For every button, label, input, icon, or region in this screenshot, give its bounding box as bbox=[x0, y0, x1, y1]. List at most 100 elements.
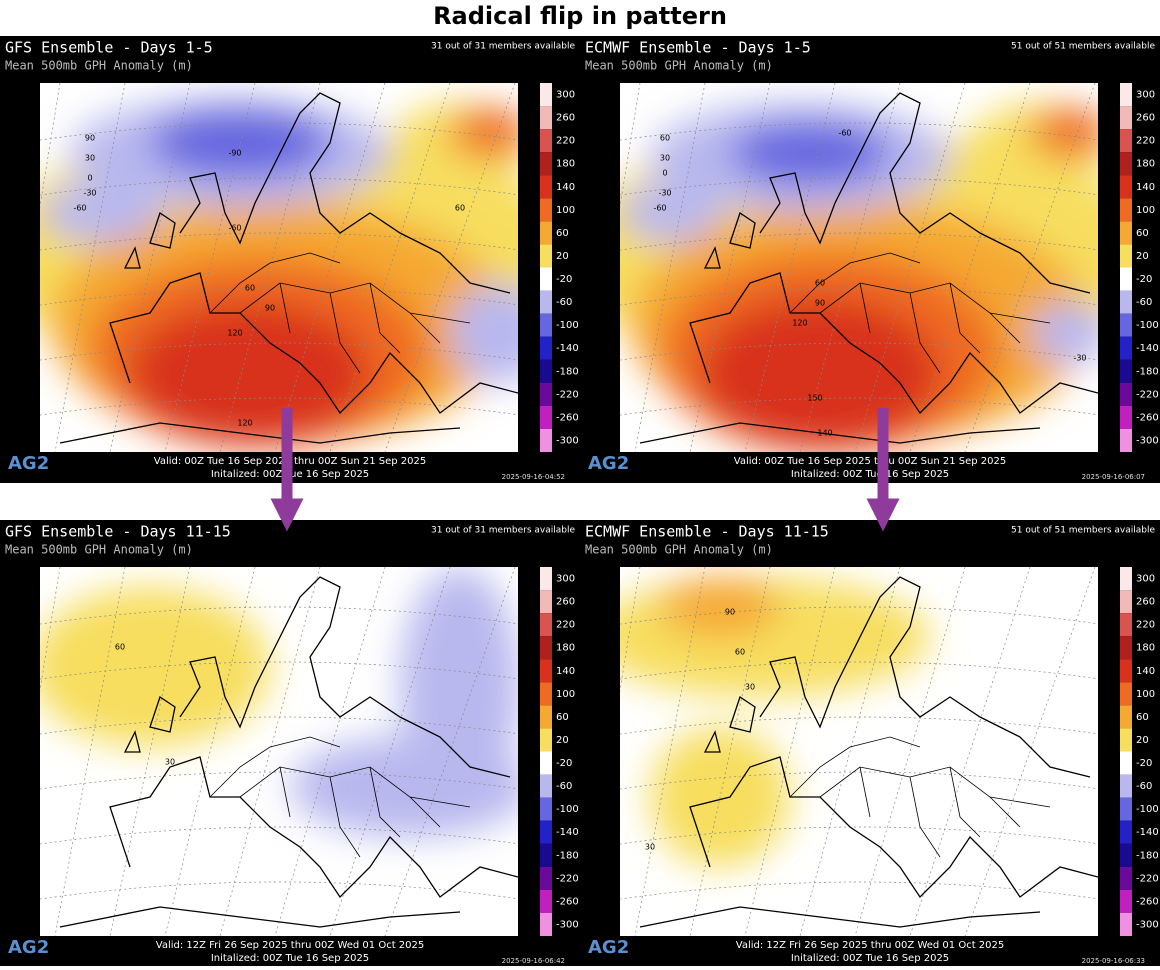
contour-label: -90 bbox=[228, 149, 241, 158]
colorbar-label: -300 bbox=[556, 919, 579, 930]
colorbar-label: 300 bbox=[1136, 574, 1155, 585]
graticule-line bbox=[620, 177, 1098, 196]
graticule-line bbox=[219, 83, 321, 452]
contour-label: -60 bbox=[653, 204, 666, 213]
anomaly-area bbox=[660, 577, 780, 637]
colorbar-swatch bbox=[540, 336, 552, 360]
colorbar-swatch bbox=[540, 751, 552, 775]
contour-label: 30 bbox=[660, 154, 670, 163]
graticule bbox=[40, 567, 518, 936]
anomaly-field bbox=[40, 98, 518, 448]
graticule-line bbox=[40, 881, 518, 900]
colorbar-label: 220 bbox=[1136, 136, 1155, 147]
colorbar-swatch bbox=[1120, 820, 1132, 844]
graticule-line bbox=[620, 661, 1098, 680]
colorbar-swatch bbox=[540, 221, 552, 245]
anomaly-field bbox=[620, 103, 1098, 452]
contour-label: 120 bbox=[237, 419, 252, 428]
colorbar-label: -260 bbox=[556, 412, 579, 423]
colorbar-label: -100 bbox=[1136, 320, 1159, 331]
colorbar-swatch bbox=[1120, 129, 1132, 153]
arrows bbox=[270, 408, 900, 532]
colorbar-label: -300 bbox=[556, 435, 579, 446]
map-panel: 90300-30-60-90-6060901201209060603002602… bbox=[0, 36, 580, 483]
colorbar-swatch bbox=[540, 889, 552, 913]
map: 90 60 30 30 bbox=[620, 567, 1098, 936]
colorbar-swatch bbox=[1120, 636, 1132, 660]
colorbar-swatch bbox=[540, 313, 552, 337]
colorbar-swatch bbox=[1120, 567, 1132, 591]
anomaly-area bbox=[1030, 108, 1098, 158]
colorbar-swatch bbox=[540, 405, 552, 429]
members-note: 51 out of 51 members available bbox=[1011, 526, 1155, 536]
colorbar-label: -60 bbox=[1136, 297, 1152, 308]
graticule-line bbox=[384, 83, 516, 452]
graticule-line bbox=[219, 567, 321, 936]
graticule-line bbox=[620, 397, 1098, 416]
colorbar-label: -20 bbox=[556, 758, 572, 769]
anomaly-area bbox=[130, 303, 370, 443]
colorbar-label: 20 bbox=[1136, 735, 1149, 746]
colorbar-swatch bbox=[1120, 889, 1132, 913]
contour-label: 140 bbox=[817, 429, 832, 438]
graticule-line bbox=[620, 122, 1098, 141]
colorbar-label: 260 bbox=[1136, 113, 1155, 124]
colorbar-label: -140 bbox=[1136, 343, 1159, 354]
coastline bbox=[639, 576, 1098, 928]
colorbar-label: -260 bbox=[556, 896, 579, 907]
graticule-line bbox=[620, 342, 1098, 361]
panel-title: GFS Ensemble - Days 1-5 bbox=[5, 39, 213, 57]
colorbar-label: -260 bbox=[1136, 412, 1159, 423]
graticule-line bbox=[620, 771, 1098, 790]
colorbar-swatch bbox=[1120, 659, 1132, 683]
colorbar-swatch bbox=[540, 682, 552, 706]
panel-title: GFS Ensemble - Days 11-15 bbox=[5, 523, 231, 541]
colorbar-label: -100 bbox=[1136, 804, 1159, 815]
contour-label: 150 bbox=[807, 394, 822, 403]
colorbar-label: 220 bbox=[1136, 620, 1155, 631]
timestamp: 2025-09-16-06:33 bbox=[1082, 957, 1145, 965]
colorbar-swatch bbox=[1120, 267, 1132, 291]
anomaly-area bbox=[450, 108, 518, 158]
colorbar-label: 60 bbox=[556, 712, 569, 723]
graticule-line bbox=[384, 567, 516, 936]
colorbar-swatch bbox=[1120, 152, 1132, 176]
colorbar-swatch bbox=[540, 590, 552, 614]
valid-time: Valid: 00Z Tue 16 Sep 2025 thru 00Z Sun … bbox=[734, 456, 1006, 467]
colorbar-label: 100 bbox=[556, 205, 575, 216]
graticule-line bbox=[164, 567, 256, 936]
contour-label: -60 bbox=[228, 224, 241, 233]
panel-subtitle: Mean 500mb GPH Anomaly (m) bbox=[585, 59, 773, 73]
contour-label: 120 bbox=[227, 329, 242, 338]
colorbar-label: 220 bbox=[556, 136, 575, 147]
colorbar-swatch bbox=[1120, 728, 1132, 752]
contour-label: 30 bbox=[645, 843, 655, 852]
colorbar-swatch bbox=[540, 382, 552, 406]
colorbar-label: -100 bbox=[556, 320, 579, 331]
graticule-line bbox=[620, 826, 1098, 845]
graticule-line bbox=[620, 287, 1098, 306]
colorbar-swatch bbox=[540, 774, 552, 798]
colorbar-label: -180 bbox=[1136, 366, 1159, 377]
colorbar-swatch bbox=[540, 705, 552, 729]
contour-label: 90 bbox=[265, 304, 275, 313]
graticule-line bbox=[40, 716, 518, 735]
colorbar-swatch bbox=[540, 728, 552, 752]
colorbar-label: 140 bbox=[1136, 666, 1155, 677]
colorbar-label: -180 bbox=[556, 366, 579, 377]
contour-label: 90 bbox=[725, 608, 735, 617]
graticule-line bbox=[744, 567, 836, 936]
colorbar-swatch bbox=[1120, 290, 1132, 314]
contour-label: 30 bbox=[745, 683, 755, 692]
colorbar-label: -60 bbox=[556, 297, 572, 308]
colorbar-label: 180 bbox=[556, 159, 575, 170]
map-panel: 60300-30-60-6060901201501409060-30300260… bbox=[580, 36, 1160, 483]
colorbar-label: -140 bbox=[556, 343, 579, 354]
graticule-line bbox=[799, 567, 901, 936]
colorbar-swatch bbox=[1120, 405, 1132, 429]
colorbar-swatch bbox=[1120, 244, 1132, 268]
init-time: Initalized: 00Z Tue 16 Sep 2025 bbox=[791, 469, 949, 480]
graticule-line bbox=[799, 83, 901, 452]
